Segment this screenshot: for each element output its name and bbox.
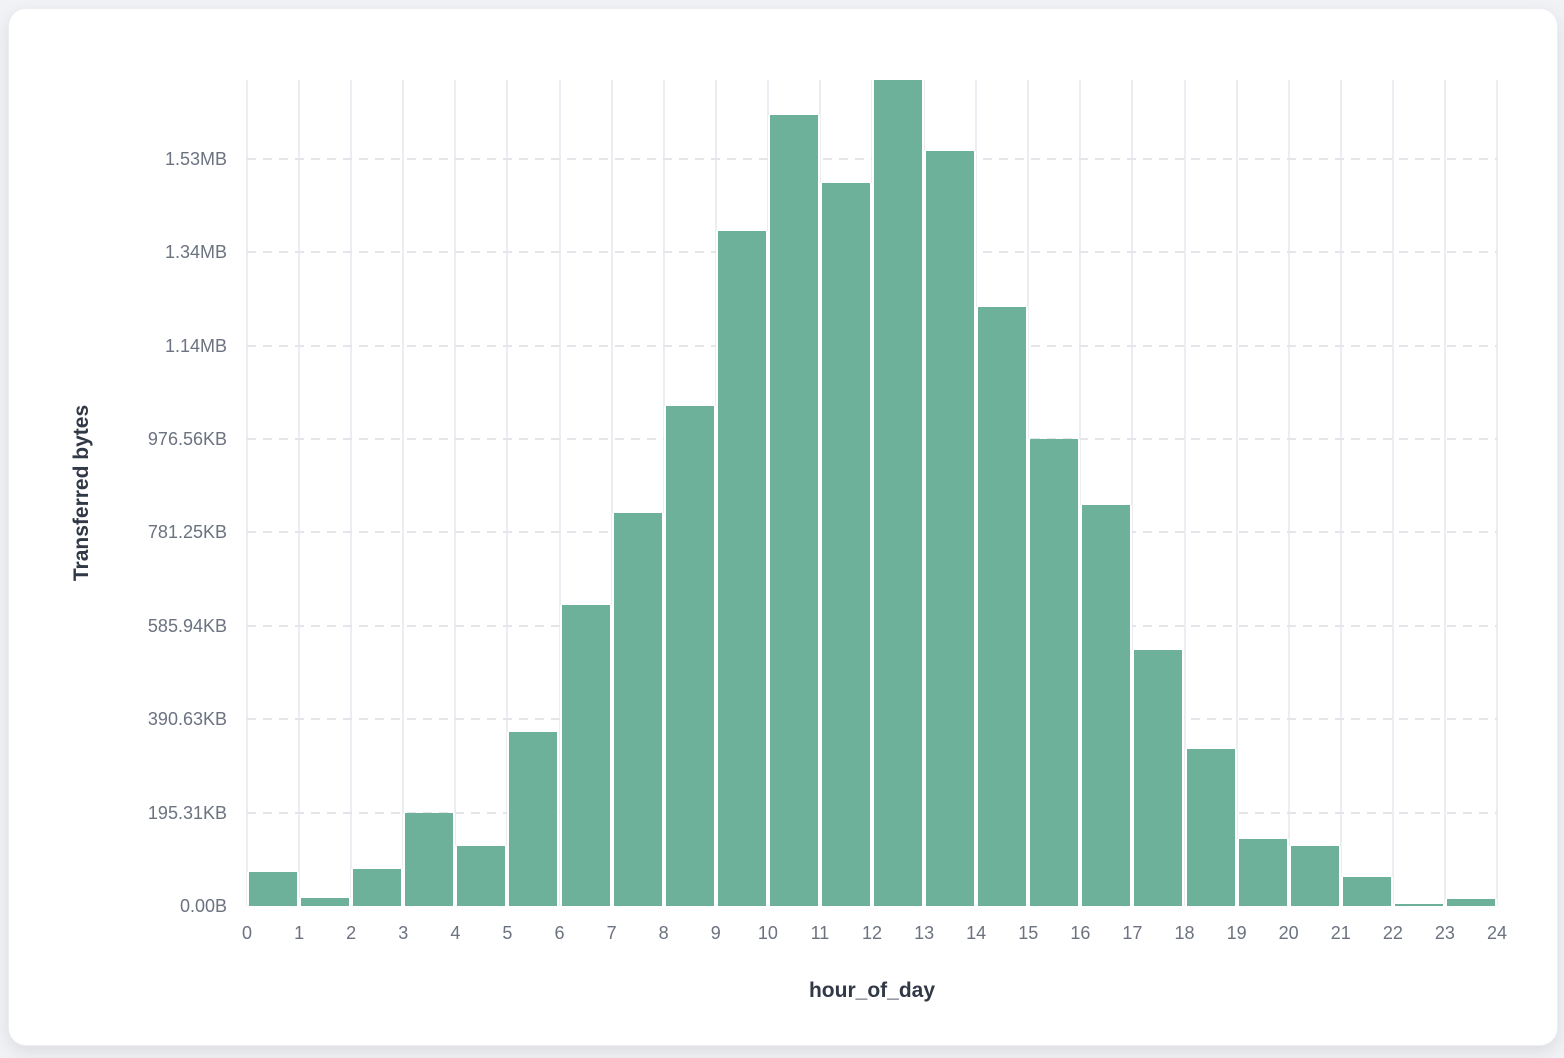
v-gridline bbox=[1443, 80, 1446, 906]
y-tick-label: 976.56KB bbox=[147, 429, 227, 449]
histogram-bar[interactable] bbox=[924, 151, 977, 906]
x-tick-label: 12 bbox=[861, 923, 883, 943]
histogram-bar[interactable] bbox=[1392, 904, 1445, 906]
x-tick-label: 15 bbox=[1018, 923, 1039, 943]
y-tick-label: 781.25KB bbox=[147, 522, 227, 543]
histogram-bar[interactable] bbox=[1444, 899, 1497, 906]
v-gridline bbox=[298, 80, 301, 906]
x-tick-label: 13 bbox=[914, 923, 935, 943]
histogram-bar[interactable] bbox=[872, 80, 925, 906]
v-gridline bbox=[402, 80, 405, 906]
histogram-bar[interactable] bbox=[1028, 439, 1081, 906]
y-tick-label: 1.14MB bbox=[164, 335, 227, 356]
x-tick-label: 16 bbox=[1070, 923, 1091, 943]
histogram-bar[interactable] bbox=[819, 183, 872, 906]
y-tick-label: 1.34MB bbox=[164, 242, 227, 263]
histogram-bar[interactable] bbox=[976, 307, 1029, 906]
y-tick-label: 0.00B bbox=[179, 896, 227, 916]
x-axis-title: hour_of_day bbox=[808, 979, 936, 1002]
histogram-bar[interactable] bbox=[351, 868, 404, 906]
histogram-bar[interactable] bbox=[1340, 877, 1393, 906]
x-tick-label: 5 bbox=[502, 923, 513, 943]
histogram-bar[interactable] bbox=[403, 813, 456, 906]
histogram-bar[interactable] bbox=[715, 230, 768, 906]
v-gridline bbox=[1287, 80, 1290, 906]
histogram-bar[interactable] bbox=[247, 871, 300, 906]
histogram-bar[interactable] bbox=[1132, 650, 1185, 906]
histogram-bar[interactable] bbox=[611, 513, 664, 906]
histogram-bar[interactable] bbox=[663, 406, 716, 906]
v-gridline bbox=[1235, 80, 1238, 906]
x-tick-label: 4 bbox=[450, 923, 461, 943]
x-tick-label: 18 bbox=[1174, 923, 1195, 943]
v-gridline bbox=[350, 80, 353, 906]
x-tick-label: 14 bbox=[966, 923, 987, 943]
y-tick-label: 1.53MB bbox=[164, 148, 227, 169]
x-tick-label: 11 bbox=[810, 923, 830, 943]
x-tick-label: 2 bbox=[346, 923, 357, 943]
chart-card: Transferred bytes 0.00B 195.31KB 390.63KB 5… bbox=[8, 8, 1558, 1046]
histogram-bar[interactable] bbox=[559, 605, 612, 906]
v-gridline bbox=[610, 80, 613, 906]
y-tick-label: 390.63KB bbox=[147, 709, 227, 730]
x-tick-label: 6 bbox=[554, 923, 565, 943]
x-tick-label: 9 bbox=[710, 923, 721, 943]
v-gridline bbox=[246, 80, 248, 906]
x-tick-label: 24 bbox=[1486, 923, 1508, 943]
x-tick-label: 21 bbox=[1330, 923, 1351, 943]
histogram-bar[interactable] bbox=[299, 898, 352, 906]
x-tick-label: 7 bbox=[606, 923, 617, 943]
histogram-bar[interactable] bbox=[1184, 749, 1237, 906]
x-tick-label: 23 bbox=[1434, 923, 1455, 943]
histogram-bar[interactable] bbox=[1288, 846, 1341, 906]
v-gridline bbox=[1079, 80, 1082, 906]
plot-area bbox=[246, 80, 1498, 906]
histogram-bar[interactable] bbox=[767, 115, 820, 906]
histogram-bar[interactable] bbox=[455, 846, 508, 906]
histogram-bar[interactable] bbox=[1236, 838, 1289, 906]
v-gridline bbox=[1131, 80, 1134, 906]
v-gridline bbox=[1391, 80, 1394, 906]
x-tick-label: 0 bbox=[241, 923, 253, 943]
y-tick-label: 585.94KB bbox=[147, 615, 227, 636]
x-axis-tick-labels: 0 1 2 3 4 5 6 7 8 9 10 11 12 13 14 15 16 17 18 19 20 21 22 23 24 bbox=[242, 918, 1507, 948]
v-gridline bbox=[1183, 80, 1186, 906]
x-tick-label: 19 bbox=[1226, 923, 1247, 943]
x-tick-label: 10 bbox=[757, 923, 778, 943]
x-tick-label: 20 bbox=[1278, 923, 1299, 943]
histogram-bar[interactable] bbox=[507, 731, 560, 906]
y-axis-tick-labels: 0.00B 195.31KB 390.63KB 585.94KB 781.25KB 976… bbox=[9, 80, 227, 916]
x-tick-label: 1 bbox=[294, 923, 305, 943]
v-gridline bbox=[558, 80, 561, 906]
x-tick-label: 22 bbox=[1382, 923, 1403, 943]
histogram-bar[interactable] bbox=[1080, 505, 1133, 906]
v-gridline bbox=[1339, 80, 1342, 906]
x-tick-label: 17 bbox=[1122, 923, 1143, 943]
v-gridline bbox=[506, 80, 509, 906]
v-gridline bbox=[1496, 80, 1498, 906]
x-tick-label: 3 bbox=[398, 923, 409, 943]
y-tick-label: 195.31KB bbox=[147, 802, 227, 823]
x-tick-label: 8 bbox=[658, 923, 669, 943]
v-gridline bbox=[454, 80, 457, 906]
